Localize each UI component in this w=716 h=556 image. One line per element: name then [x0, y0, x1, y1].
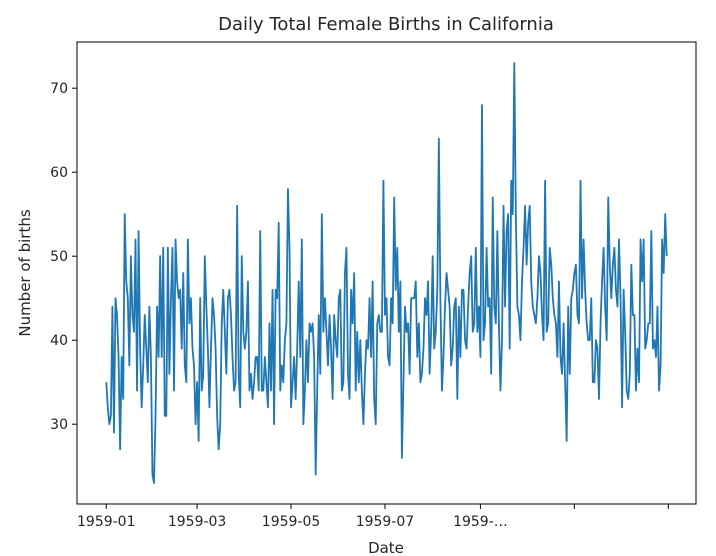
x-axis-label: Date [368, 539, 404, 556]
x-axis: 1959-01 1959-03 1959-05 1959-07 1959-… [77, 504, 669, 530]
x-tick-label: 1959-03 [168, 514, 227, 530]
y-tick-label: 50 [50, 249, 68, 265]
y-tick-label: 70 [50, 81, 68, 97]
y-axis-label: Number of births [16, 209, 34, 336]
series-line-0 [105, 62, 668, 484]
y-tick-label: 30 [50, 417, 68, 433]
chart-title: Daily Total Female Births in California [218, 14, 554, 35]
y-tick-label: 60 [50, 165, 68, 181]
y-axis: 30 40 50 60 70 [50, 81, 77, 433]
x-tick-label: 1959-07 [356, 514, 415, 530]
x-tick-label: 1959-01 [77, 514, 136, 530]
plot-area-frame [76, 41, 697, 505]
x-tick-label: 1959-… [453, 514, 508, 530]
y-tick-label: 40 [50, 333, 68, 349]
x-tick-label: 1959-05 [262, 514, 321, 530]
series-layer [105, 62, 668, 484]
